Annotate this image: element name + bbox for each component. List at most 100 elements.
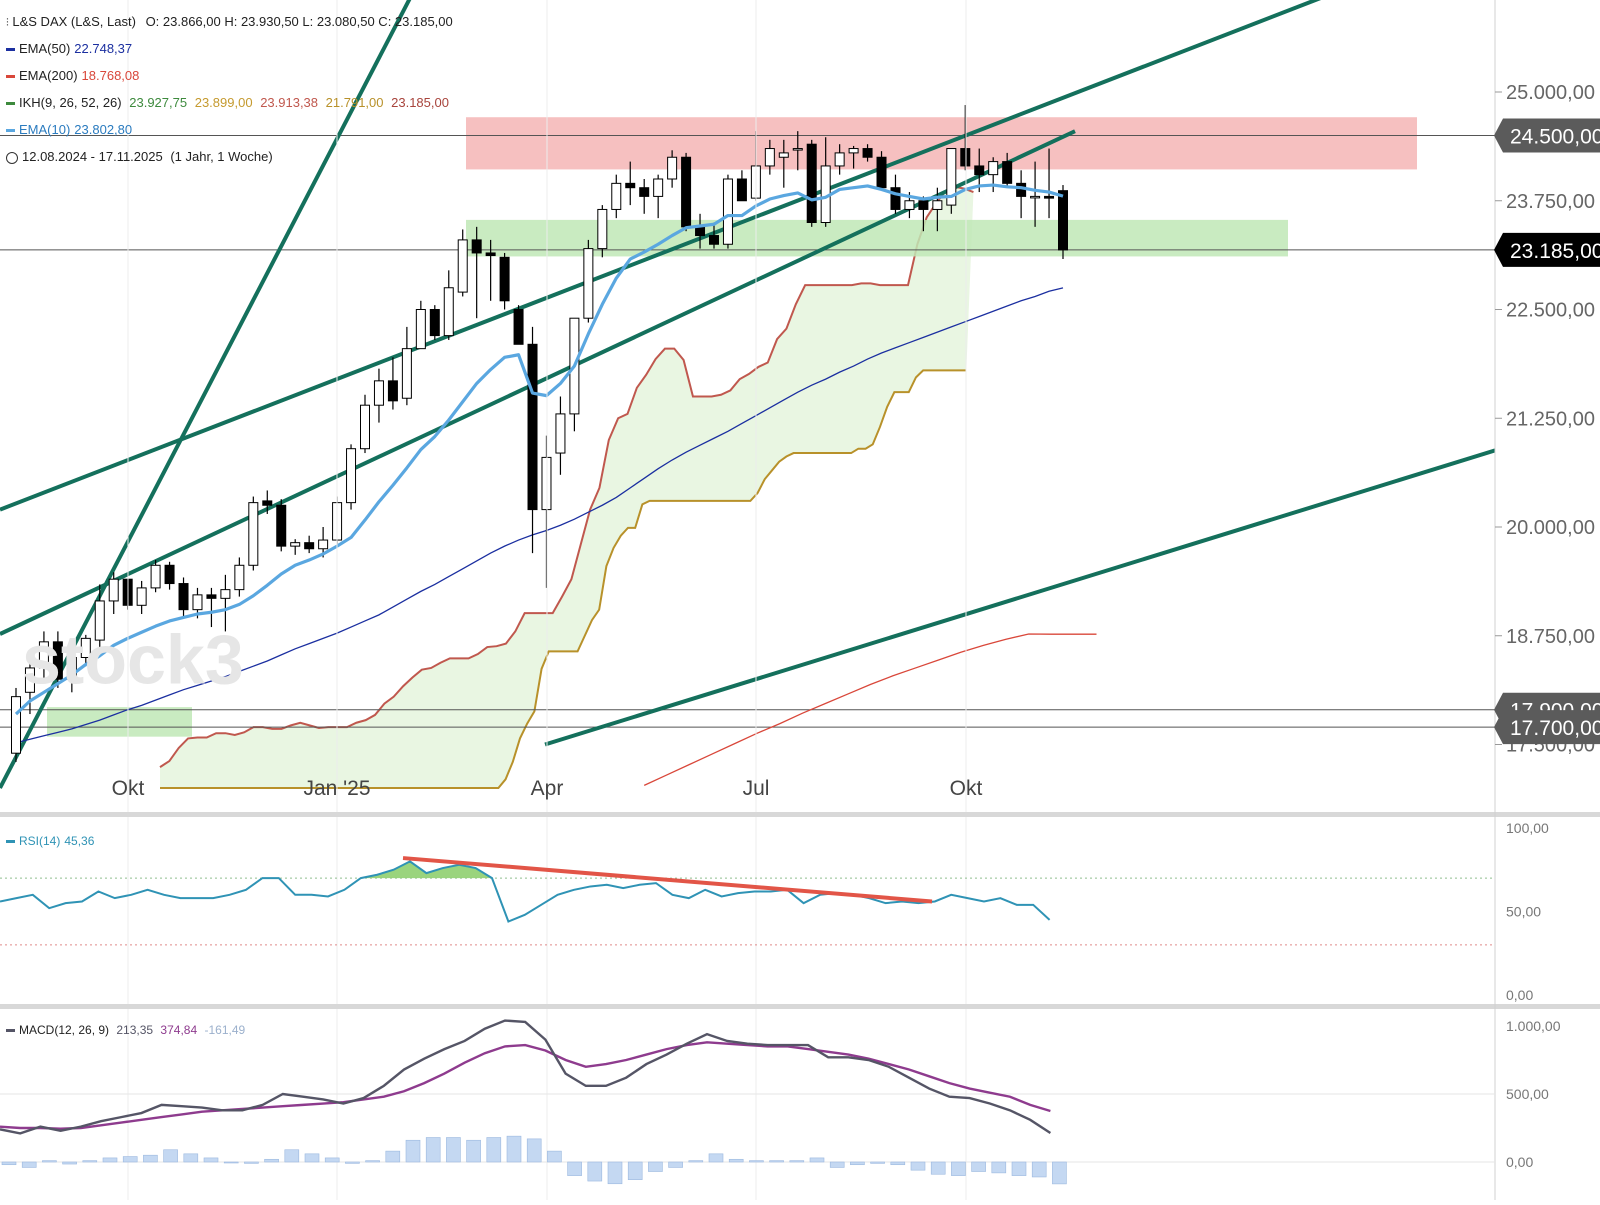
macd-hist-bar-8 [163,1149,178,1163]
candle-66 [932,187,943,232]
symbol-name: L&S DAX (L&S, Last) [12,14,136,29]
macd-hist-bar-31 [627,1161,643,1180]
date-range: 12.08.2024 - 17.11.2025 [22,149,163,164]
macd-hist-bar-49 [991,1161,1007,1174]
ema10-legend[interactable]: EMA(10) 23.802,80 [6,122,132,137]
candle-55 [778,139,789,188]
candle-body [499,256,510,302]
macd-hist-bar-48 [971,1161,986,1172]
candle-38 [541,435,552,588]
candle-body [988,161,999,176]
ikh-legend[interactable]: IKH(9, 26, 52, 26) 23.927,75 23.899,00 2… [6,95,449,110]
macd-hist-bar-7 [143,1154,158,1163]
candle-43 [611,174,622,219]
macd-hist-bar-17 [345,1161,360,1164]
channel-lower [544,448,1495,747]
candle-body [485,252,496,257]
ichimoku-cloud [160,186,974,788]
candle-12 [178,577,189,619]
candle-body [1058,190,1068,251]
ema200-label: EMA(200) [19,68,78,83]
rsi-line [0,860,1051,923]
macd-signal-line [0,1041,1051,1130]
macd-hist-bar-23 [466,1139,481,1163]
macd-hist-bar-46 [930,1161,946,1175]
macd-hist-bar-42 [850,1161,865,1166]
macd-hist-bar-6 [122,1156,138,1163]
ikh-label: IKH(9, 26, 52, 26) [19,95,122,110]
macd-tick-label-1: 500,00 [1506,1086,1549,1102]
macd-hist-bar-37 [749,1160,764,1163]
ichimoku-span-a [159,185,974,768]
candle-body [527,343,538,511]
macd-hist-bar-18 [365,1160,380,1163]
candle-20 [290,539,301,555]
rsi-legend[interactable]: RSI(14) 45,36 [6,834,94,848]
candle-body [667,156,678,180]
macd-value-3: -161,49 [204,1023,246,1037]
rsi-label: RSI(14) [19,834,61,848]
candle-28 [401,326,412,406]
macd-hist-bar-2 [42,1160,57,1163]
macd-hist-bar-21 [425,1137,441,1163]
rsi-value: 45,36 [64,834,95,848]
ikh-value-4: 21.791,00 [325,95,384,110]
rsi-tick-label-1: 50,00 [1506,904,1541,920]
macd-hist-bar-39 [789,1160,805,1163]
macd-legend[interactable]: MACD(12, 26, 9) 213,35 374,84 -161,49 [6,1023,245,1037]
candle-body [722,178,733,245]
candle-body [736,178,747,202]
candle-10 [150,560,161,593]
candle-body [262,500,273,506]
macd-hist-bar-34 [688,1160,704,1163]
candle-1 [24,657,35,715]
candle-25 [360,394,370,454]
candle-52 [736,170,747,202]
macd-hist-bar-12 [244,1161,259,1164]
candle-4 [66,648,77,693]
candle-body [206,594,217,599]
candle-73 [1030,161,1041,227]
candle-body [471,239,482,254]
x-axis-label-4: Okt [950,777,983,800]
candle-body [513,309,524,345]
candle-body [792,148,803,151]
candle-body [443,287,454,337]
range-legend[interactable]: 12.08.2024 - 17.11.2025 (1 Jahr, 1 Woche… [6,149,273,164]
candle-40 [569,317,580,432]
candle-45 [639,179,650,214]
macd-hist-bar-27 [547,1150,562,1163]
macd-hist-bar-16 [324,1157,340,1163]
candle-body [150,564,161,589]
macd-hist-bar-3 [62,1161,77,1165]
candle-47 [667,150,678,188]
candle-body [848,148,859,154]
channel-upper-left [0,0,412,789]
candle-body [541,456,552,511]
candle-body [639,187,650,197]
candle-body [681,156,692,228]
ikh-value-3: 23.913,38 [260,95,319,110]
candle-body [24,667,35,693]
ema10-swatch [6,129,15,133]
price-tick-label-1: 25.000,00 [1506,82,1595,104]
ema50-label: EMA(50) [19,41,71,56]
ema50-legend[interactable]: EMA(50) 22.748,37 [6,41,132,56]
low-support-zone [47,707,192,737]
separator-macd [0,1004,1600,1009]
macd-label: MACD(12, 26, 9) [19,1023,110,1037]
candle-60 [848,145,859,169]
ichimoku-span-b [160,369,967,789]
candle-9 [136,580,147,614]
macd-line [0,1019,1052,1135]
ema200-legend[interactable]: EMA(200) 18.768,08 [6,68,139,83]
candle-body [583,248,594,319]
macd-hist-bar-19 [385,1150,401,1163]
candle-26 [373,368,384,423]
ema50-line [15,287,1064,744]
candle-body [932,200,943,210]
macd-hist-bar-14 [284,1149,300,1163]
candle-body [960,148,971,167]
candle-body [611,182,622,210]
macd-hist-bar-28 [567,1161,582,1176]
